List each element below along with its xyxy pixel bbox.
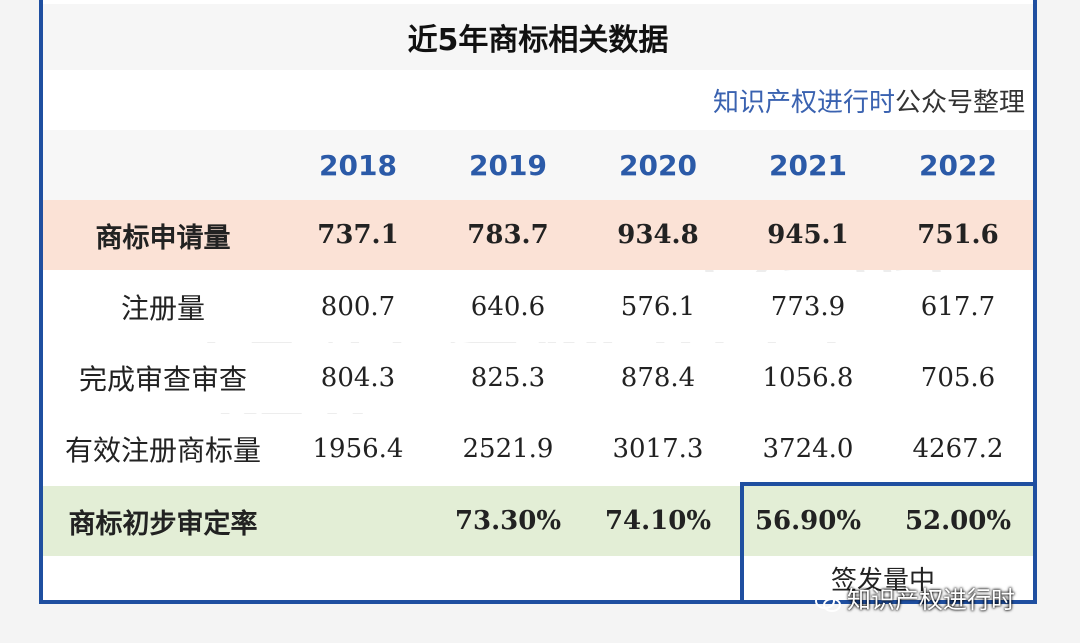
- table-cell: 1956.4: [312, 434, 404, 464]
- table-cell: 825.3: [470, 363, 546, 393]
- title-row: 近5年商标相关数据: [43, 4, 1033, 70]
- year-header: 2020: [619, 148, 697, 182]
- table-row-approval-rate: 商标初步审定率 73.30% 74.10% 56.90% 52.00%: [43, 486, 1033, 556]
- wechat-icon: [815, 591, 841, 612]
- table-row-valid-registrations: 有效注册商标量 1956.4 2521.9 3017.3 3724.0 4267…: [43, 414, 1033, 484]
- table-cell: 52.00%: [904, 506, 1012, 536]
- table-cell: 617.7: [920, 292, 996, 322]
- table-cell: 2521.9: [462, 434, 554, 464]
- footnote: 签发量中: [831, 566, 936, 596]
- table-cell: 878.4: [620, 363, 696, 393]
- year-header: 2018: [319, 148, 397, 182]
- table-cell: 945.1: [767, 220, 849, 250]
- table-cell: 751.6: [917, 220, 999, 250]
- table-row-registrations: 注册量 800.7 640.6 576.1 773.9 617.7: [43, 272, 1033, 342]
- table-cell: 3724.0: [762, 434, 854, 464]
- table-cell: 3017.3: [612, 434, 704, 464]
- source-note: 知识产权进行时公众号整理: [713, 82, 1025, 119]
- wechat-label: 知识产权进行时: [847, 586, 1015, 614]
- year-header: 2019: [469, 148, 547, 182]
- header-row: 2018 2019 2020 2021 2022: [43, 130, 1033, 200]
- table-row-applications: 商标申请量 737.1 783.7 934.8 945.1 751.6: [43, 200, 1033, 270]
- row-label: 有效注册商标量: [64, 434, 261, 467]
- table-cell: 576.1: [620, 292, 696, 322]
- highlight-box: [740, 482, 1033, 600]
- table-cell: 783.7: [467, 220, 549, 250]
- table-cell: 73.30%: [454, 506, 562, 536]
- wechat-watermark: 知识产权进行时: [815, 580, 1015, 615]
- table-title: 近5年商标相关数据: [407, 23, 669, 58]
- source-brand: 知识产权进行时: [712, 88, 895, 118]
- year-header: 2022: [919, 148, 997, 182]
- table-cell: 4267.2: [912, 434, 1004, 464]
- table-cell: 934.8: [617, 220, 699, 250]
- table-cell: 74.10%: [604, 506, 712, 536]
- source-suffix: 公众号整理: [894, 88, 1025, 118]
- table-cell: 56.90%: [754, 506, 862, 536]
- table-cell: 1056.8: [762, 363, 854, 393]
- table-cell: 640.6: [470, 292, 546, 322]
- row-label: 注册量: [120, 292, 205, 325]
- table-row-examinations: 完成审查审查 804.3 825.3 878.4 1056.8 705.6: [43, 343, 1033, 413]
- table-cell: 705.6: [920, 363, 996, 393]
- table-cell: 737.1: [317, 220, 399, 250]
- year-header: 2021: [769, 148, 847, 182]
- row-label: 商标申请量: [95, 222, 231, 254]
- row-label: 商标初步审定率: [68, 508, 258, 540]
- table-cell: 773.9: [770, 292, 846, 322]
- row-label: 完成审查审查: [78, 363, 247, 396]
- table-cell: 800.7: [320, 292, 396, 322]
- data-table-frame: 近5年商标相关数据 知识产权进行时公众号整理 知识产权进行时 2018 2019…: [39, 0, 1037, 604]
- table-cell: 804.3: [320, 363, 396, 393]
